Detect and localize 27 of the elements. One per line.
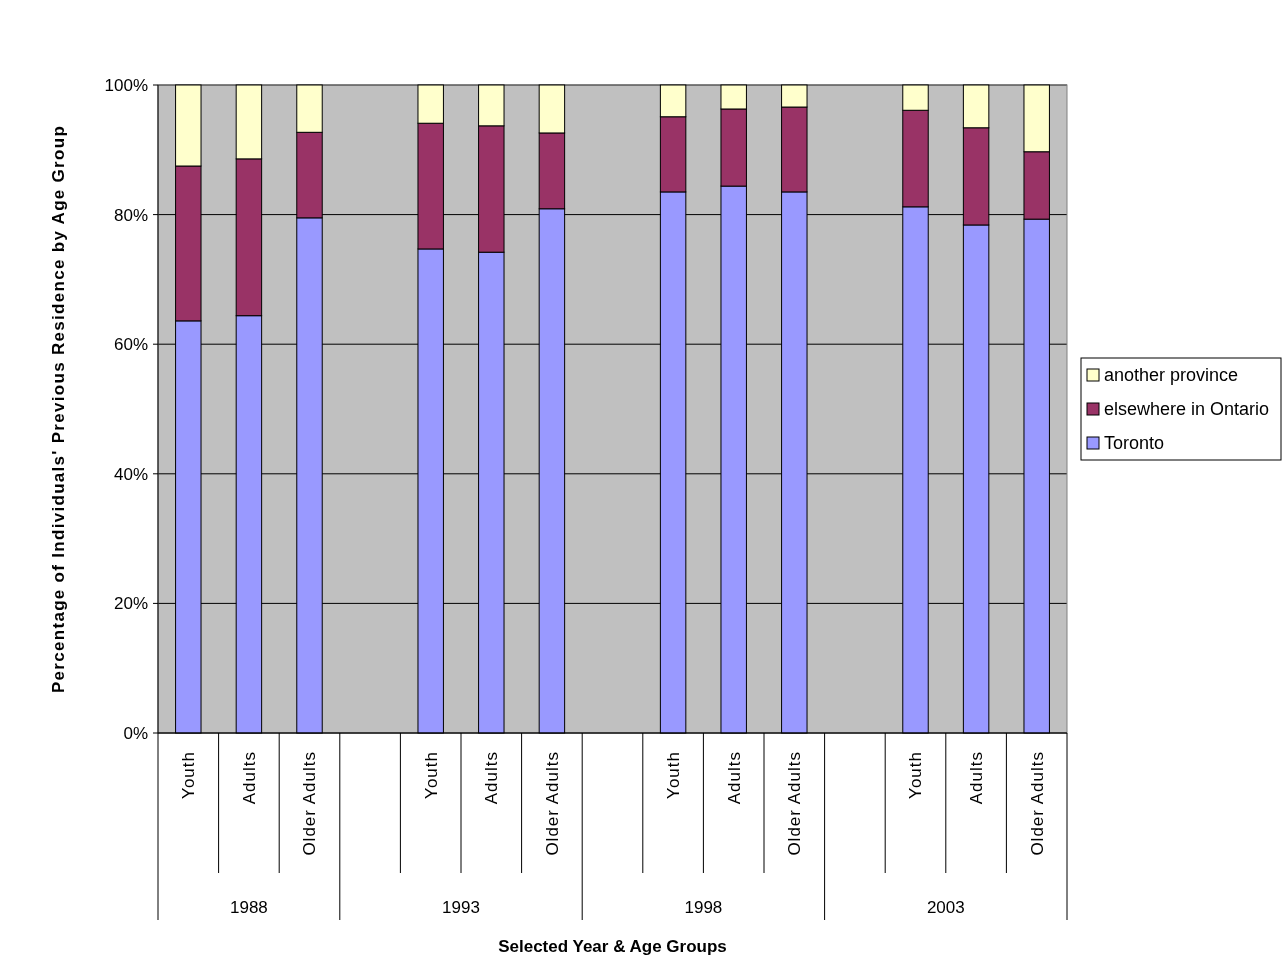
y-tick-label: 60% bbox=[113, 335, 148, 355]
legend-label: another province bbox=[1104, 365, 1239, 386]
x-axis-title: Selected Year & Age Groups bbox=[498, 937, 727, 956]
x-tick-label: Youth bbox=[906, 751, 926, 799]
x-tick-label: Older Adults bbox=[542, 751, 562, 856]
x-tick-label: Older Adults bbox=[300, 751, 320, 856]
y-tick-label: 20% bbox=[113, 594, 148, 614]
x-tick-label: Youth bbox=[664, 751, 684, 799]
y-axis-title: Percentage of Individuals' Previous Residence by Age Group bbox=[49, 124, 68, 694]
y-tick-label: 40% bbox=[113, 464, 148, 484]
text: 2003 bbox=[926, 898, 965, 917]
text: 1998 bbox=[684, 898, 723, 917]
x-tick-label: Adults bbox=[239, 751, 259, 805]
y-tick-label: 100% bbox=[104, 75, 148, 95]
x-tick-label: Adults bbox=[967, 751, 987, 805]
text: 1993 bbox=[442, 898, 480, 917]
y-tick-label: 0% bbox=[123, 723, 148, 743]
legend-label: Toronto bbox=[1104, 433, 1165, 454]
text: 1988 bbox=[229, 898, 268, 917]
legend-label: elsewhere in Ontario bbox=[1104, 399, 1270, 420]
y-tick-label: 80% bbox=[113, 205, 148, 225]
x-tick-label: Youth bbox=[421, 751, 441, 799]
x-tick-label: Youth bbox=[179, 751, 199, 799]
x-tick-label: Adults bbox=[482, 751, 502, 805]
x-tick-label: Older Adults bbox=[785, 751, 805, 856]
x-tick-label: Adults bbox=[724, 751, 744, 805]
x-tick-label: Older Adults bbox=[1027, 751, 1047, 856]
